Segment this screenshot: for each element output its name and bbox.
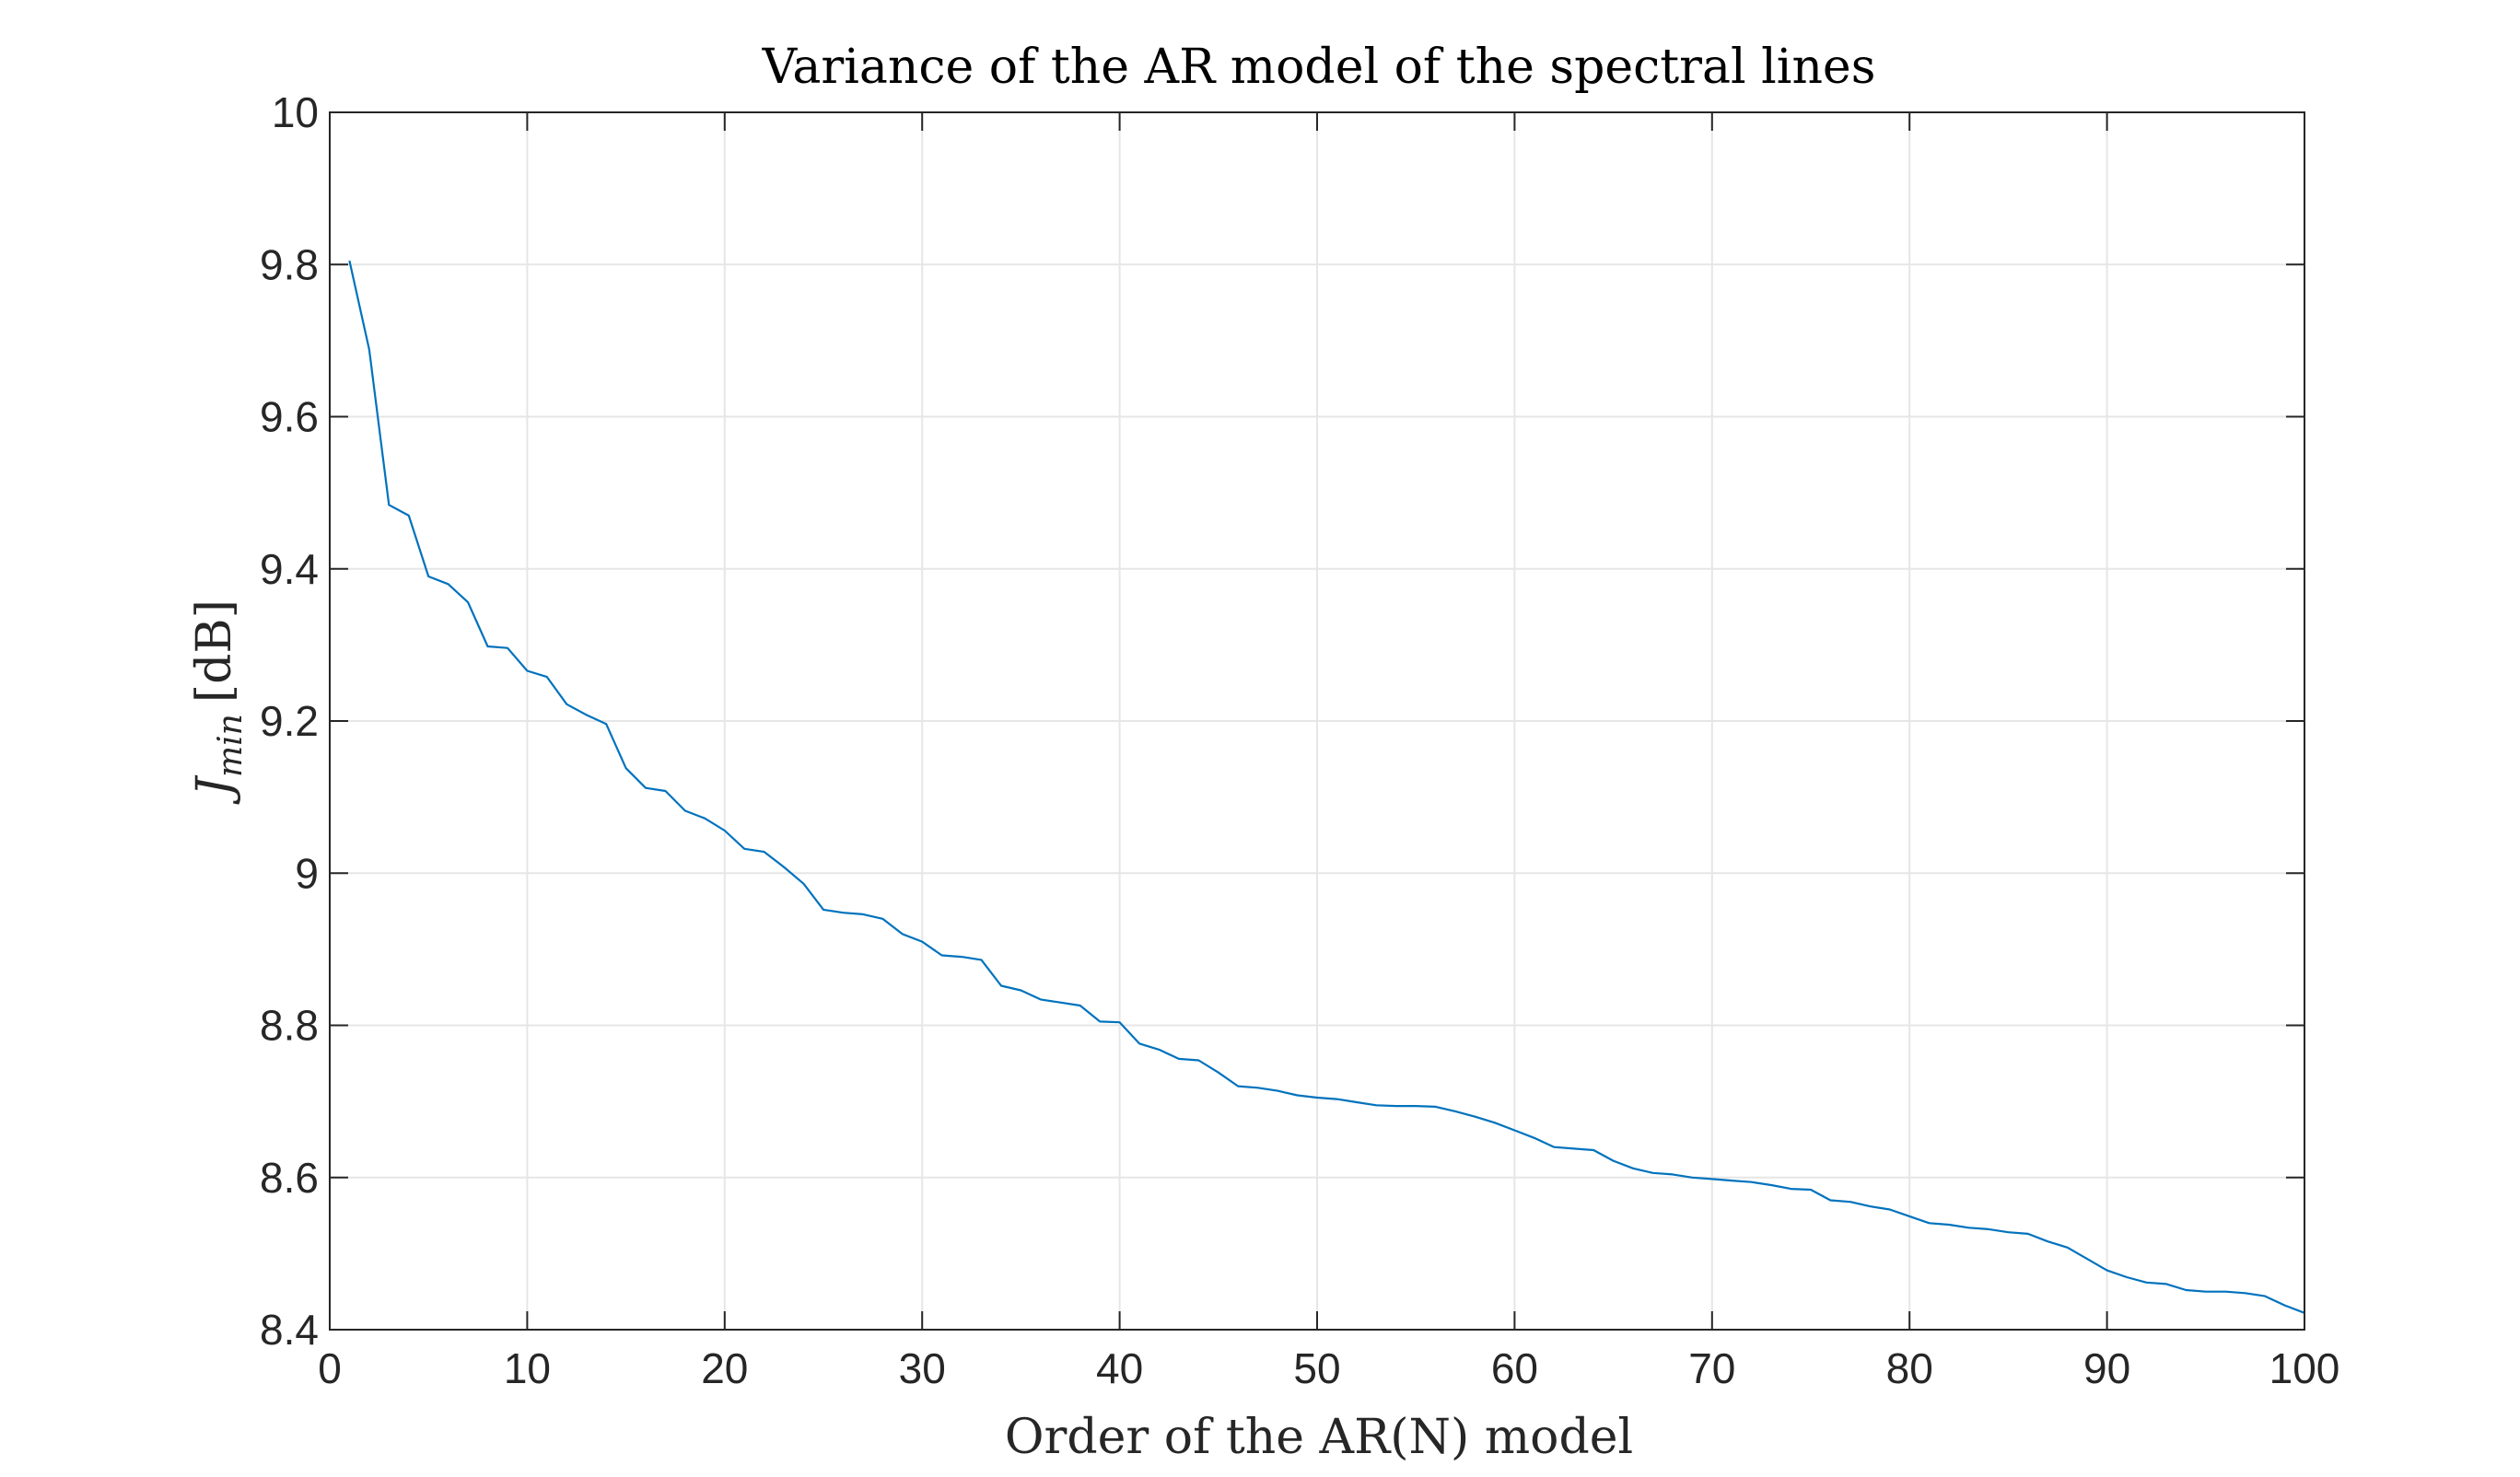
x-tick-labels: 0 10 20 30 40 50 60 70 80 90 100: [318, 1344, 2339, 1392]
x-tick-label: 80: [1886, 1344, 1933, 1392]
y-tick-label: 9.4: [260, 545, 319, 593]
y-tick-label: 9.2: [260, 697, 319, 745]
x-tick-label: 100: [2269, 1344, 2340, 1392]
chart-title: Variance of the AR model of the spectral…: [762, 40, 1876, 95]
x-tick-label: 20: [701, 1344, 748, 1392]
y-tick-label: 8.8: [260, 1002, 319, 1050]
y-tick-labels: 8.4 8.6 8.8 9 9.2 9.4 9.6 9.8 10: [260, 88, 319, 1354]
y-tick-label: 9: [295, 849, 319, 897]
x-tick-label: 0: [318, 1344, 342, 1392]
x-tick-label: 40: [1096, 1344, 1143, 1392]
data-series: [348, 260, 2305, 1314]
y-axis-unit: [dB]: [187, 599, 242, 703]
x-tick-label: 90: [2083, 1344, 2130, 1392]
series-line: [348, 260, 2305, 1314]
y-tick-label: 8.6: [260, 1154, 319, 1202]
y-tick-label: 8.4: [260, 1306, 319, 1354]
axis-ticks: [329, 111, 2305, 1331]
y-tick-label: 9.6: [260, 393, 319, 441]
x-tick-label: 60: [1491, 1344, 1538, 1392]
x-tick-label: 10: [504, 1344, 551, 1392]
y-tick-label: 10: [272, 88, 319, 136]
y-tick-label: 9.8: [260, 240, 319, 288]
x-tick-label: 70: [1688, 1344, 1735, 1392]
y-axis-subscript: min: [212, 714, 250, 777]
x-axis-title: Order of the AR(N) model: [1005, 1410, 1633, 1465]
x-tick-label: 50: [1293, 1344, 1340, 1392]
x-tick-label: 30: [899, 1344, 946, 1392]
